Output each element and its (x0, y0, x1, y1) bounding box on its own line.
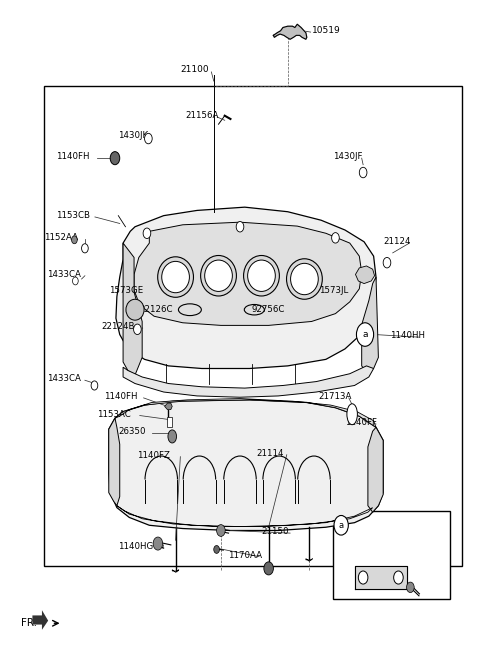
Text: 22124B: 22124B (102, 322, 135, 331)
Ellipse shape (162, 261, 190, 293)
Text: 1430JF: 1430JF (333, 152, 362, 161)
Text: 1140FH: 1140FH (56, 152, 90, 161)
Ellipse shape (287, 258, 323, 299)
Text: 1152AA: 1152AA (44, 234, 78, 242)
Circle shape (153, 537, 163, 550)
Text: 1573JL: 1573JL (319, 285, 348, 295)
Ellipse shape (248, 260, 276, 291)
Ellipse shape (347, 404, 358, 424)
Circle shape (334, 516, 348, 535)
Text: 21150: 21150 (262, 527, 289, 537)
Text: 21156A: 21156A (185, 112, 218, 120)
Ellipse shape (126, 299, 144, 320)
Text: a: a (362, 330, 368, 339)
Polygon shape (116, 207, 376, 369)
Polygon shape (306, 559, 312, 561)
Text: 10519: 10519 (312, 26, 340, 35)
Circle shape (332, 233, 339, 243)
Text: 1140FF: 1140FF (345, 419, 377, 427)
Ellipse shape (243, 255, 279, 296)
Circle shape (144, 133, 152, 144)
Polygon shape (356, 266, 374, 283)
Polygon shape (274, 24, 307, 39)
Circle shape (72, 277, 78, 285)
Circle shape (236, 222, 244, 232)
Text: 92756C: 92756C (252, 305, 285, 314)
Text: 22126C: 22126C (140, 305, 173, 314)
Polygon shape (123, 243, 142, 375)
Circle shape (143, 228, 151, 239)
Polygon shape (33, 610, 48, 630)
Text: 1140HH: 1140HH (390, 331, 425, 340)
Circle shape (91, 381, 98, 390)
Circle shape (110, 152, 120, 165)
Polygon shape (134, 222, 362, 325)
Text: 1140FZ: 1140FZ (137, 451, 170, 460)
Text: 1573GE: 1573GE (109, 285, 143, 295)
Circle shape (216, 525, 225, 537)
Text: 1433CA: 1433CA (47, 375, 81, 384)
Bar (333, 511, 450, 599)
Polygon shape (117, 506, 372, 527)
Circle shape (360, 167, 367, 178)
Text: 1153CB: 1153CB (56, 211, 90, 220)
Circle shape (357, 323, 373, 346)
Circle shape (82, 244, 88, 253)
Circle shape (383, 257, 391, 268)
Text: 21713A: 21713A (319, 392, 352, 401)
Text: FR.: FR. (22, 618, 37, 628)
Polygon shape (123, 366, 373, 398)
Text: 1430JK: 1430JK (118, 131, 148, 140)
Text: 1140HG: 1140HG (118, 543, 154, 551)
Text: 21114: 21114 (257, 449, 284, 458)
Bar (44, 87, 462, 566)
Text: 21124: 21124 (383, 237, 411, 246)
Polygon shape (165, 403, 172, 409)
Ellipse shape (201, 255, 237, 296)
Text: 21100: 21100 (180, 66, 209, 75)
Text: 1140FH: 1140FH (104, 392, 137, 401)
Circle shape (359, 571, 368, 584)
Text: 26350: 26350 (118, 426, 146, 436)
Polygon shape (362, 277, 378, 373)
Ellipse shape (168, 430, 177, 443)
Text: 1433CA: 1433CA (47, 270, 81, 279)
Ellipse shape (290, 263, 318, 295)
Polygon shape (115, 399, 376, 427)
Polygon shape (355, 566, 407, 589)
Text: 1170AA: 1170AA (228, 551, 262, 560)
Text: a: a (338, 521, 344, 530)
Circle shape (133, 324, 141, 335)
Circle shape (407, 582, 414, 592)
Circle shape (72, 236, 77, 244)
Circle shape (264, 562, 274, 575)
Polygon shape (109, 400, 383, 531)
Ellipse shape (204, 260, 232, 291)
Bar (167, 417, 172, 427)
Text: 1153AC: 1153AC (97, 410, 131, 419)
Text: 1416BA: 1416BA (365, 567, 399, 575)
Circle shape (214, 546, 219, 554)
Ellipse shape (157, 256, 193, 297)
Polygon shape (368, 427, 383, 512)
Polygon shape (109, 418, 120, 506)
Circle shape (394, 571, 403, 584)
Polygon shape (172, 569, 179, 572)
